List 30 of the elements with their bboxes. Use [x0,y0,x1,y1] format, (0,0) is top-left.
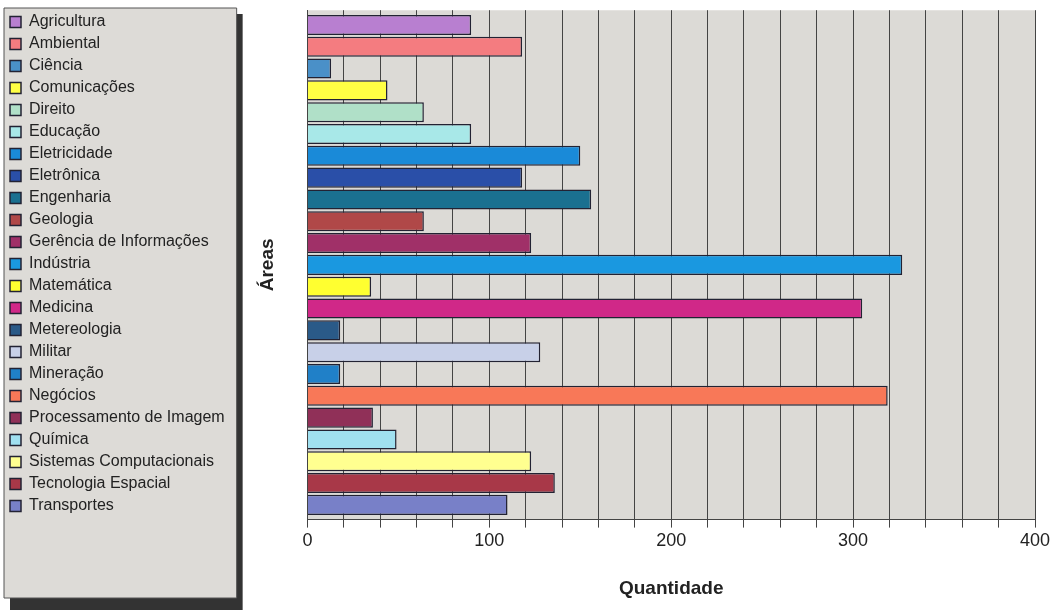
legend-label: Direito [29,100,76,118]
legend-label: Mineração [29,364,104,382]
legend-label: Matemática [29,276,112,294]
legend-label: Tecnologia Espacial [29,474,171,492]
legend-label: Indústria [29,254,91,272]
x-tick-label: 0 [302,530,313,551]
legend-label: Gerência de Informações [29,232,209,250]
legend-label: Agricultura [29,12,106,30]
legend-label: Negócios [29,386,96,404]
legend-label: Militar [29,342,73,360]
x-tick-label: 300 [838,530,869,551]
legend-label: Eletricidade [29,144,113,162]
legend-label: Sistemas Computacionais [29,452,214,470]
legend-label: Química [29,430,89,448]
x-tick-label: 400 [1019,530,1051,551]
legend-label: Comunicações [29,78,135,96]
legend-label: Transportes [29,496,114,514]
legend-label: Medicina [29,298,94,316]
legend-label: Ambiental [29,34,101,52]
x-tick-label: 200 [656,530,687,551]
legend-label: Educação [29,122,101,140]
legend-label: Engenharia [29,188,111,206]
y-axis-title: Áreas [256,238,278,292]
legend-label: Metereologia [29,320,122,338]
legend-label: Geologia [29,210,94,228]
x-tick-label: 100 [474,530,505,551]
legend-label: Eletrônica [29,166,101,184]
legend-label: Ciência [29,56,83,74]
legend-label: Processamento de Imagem [29,408,225,426]
x-axis-title: Quantidade [618,576,724,598]
